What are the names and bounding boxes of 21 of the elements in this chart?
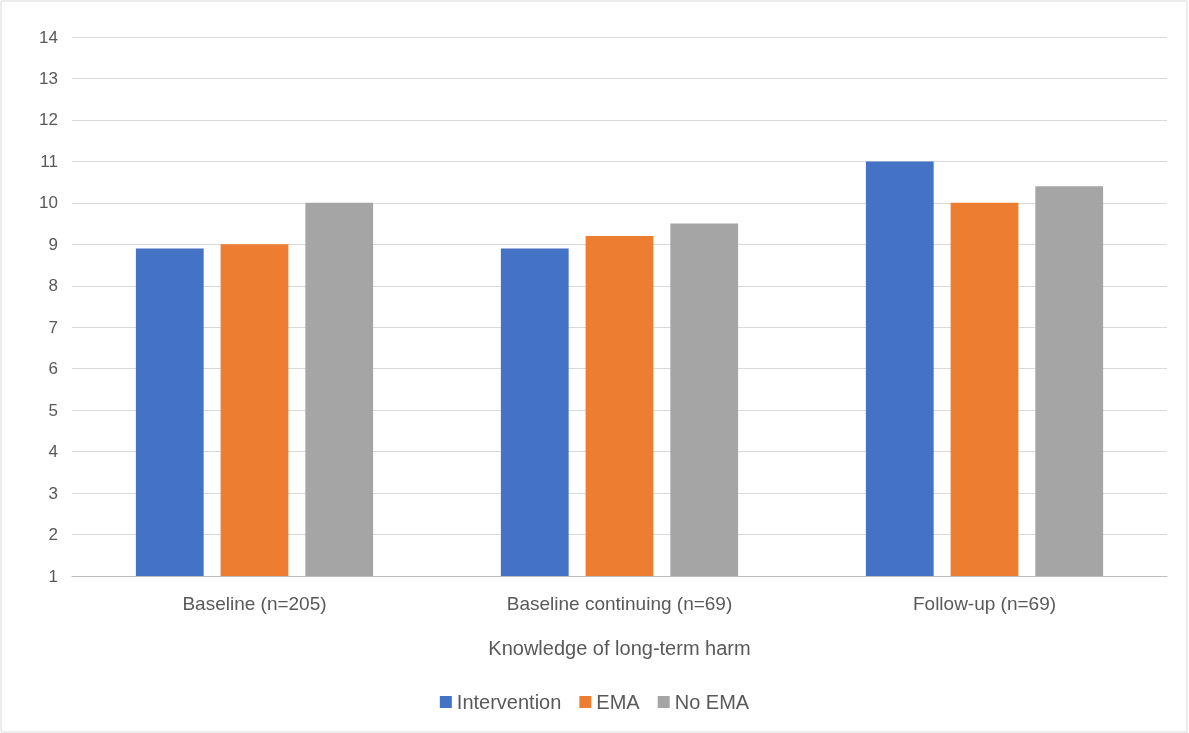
y-tick-label: 11 — [40, 151, 58, 171]
y-tick-label: 12 — [39, 110, 58, 130]
y-tick-label: 7 — [48, 317, 58, 337]
y-tick-label: 9 — [48, 234, 58, 254]
y-tick-label: 3 — [48, 483, 58, 503]
y-tick-label: 1 — [48, 566, 58, 586]
legend-label: No EMA — [674, 691, 750, 713]
y-tick-label: 13 — [39, 68, 58, 88]
legend-label: Intervention — [456, 691, 562, 713]
y-tick-label: 10 — [39, 193, 58, 213]
y-tick-label: 8 — [48, 276, 58, 296]
x-axis-title: Knowledge of long-term harm — [488, 637, 751, 659]
x-tick-label: Baseline continuing (n=69) — [506, 593, 733, 614]
y-tick-label: 2 — [48, 525, 58, 545]
y-tick-label: 14 — [39, 27, 58, 47]
x-tick-label: Follow-up (n=69) — [912, 593, 1057, 614]
legend-label: EMA — [596, 691, 641, 713]
y-tick-label: 5 — [48, 400, 58, 420]
x-tick-label: Baseline (n=205) — [182, 593, 327, 614]
y-tick-label: 6 — [48, 359, 58, 379]
y-tick-label: 4 — [48, 442, 58, 462]
